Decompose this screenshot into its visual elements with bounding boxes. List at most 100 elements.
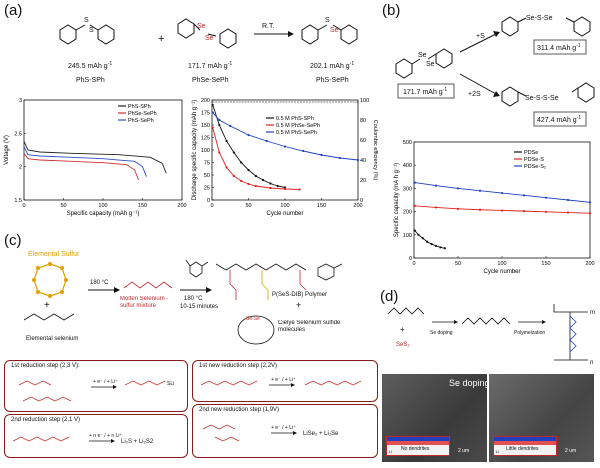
arrow-head (288, 31, 294, 37)
voltage-chart-svg: 0 50 100 150 200 1.5 2 2.5 3 Specific capacity (m… (4, 98, 187, 217)
efficiency-point (279, 100, 282, 103)
data-point (413, 204, 416, 207)
capacity-phs-seph: 202.1 mAh g (310, 63, 350, 70)
data-point (544, 210, 548, 213)
efficiency-point (235, 100, 238, 103)
efficiency-point (259, 100, 262, 103)
plot-frame (23, 99, 183, 201)
data-point (240, 161, 243, 164)
efficiency-point (335, 100, 338, 103)
data-point (430, 242, 433, 246)
y-tick-label: 150 (201, 123, 210, 129)
molecule-pdse-s2 (501, 82, 595, 107)
polymer-backbone (553, 304, 588, 361)
step-4-products: LiSe₂ + Li₂Se (303, 431, 339, 437)
start-capacity: 171.7 mAh g (403, 89, 443, 96)
series-line (212, 127, 300, 190)
step-1-svg: + e⁻ / + Li⁺ SLi (18, 379, 174, 402)
elemental-selenium-label: Elemental selenium (26, 336, 78, 342)
efficiency-point (302, 100, 305, 103)
panel-a-cycling-chart: 0 50 100 150 200 0 25 50 75 100 125 150 175 200 0 20 40 6… (188, 92, 380, 222)
data-point (225, 166, 228, 169)
x-tick-label: 50 (455, 261, 461, 267)
svg-text:311.4 mAh g-1: 311.4 mAh g-1 (537, 43, 581, 52)
data-point (413, 181, 416, 184)
svg-text:171.7 mAh g-1: 171.7 mAh g-1 (403, 87, 447, 96)
efficiency-point (241, 100, 244, 103)
x-tick-label: 0 (22, 203, 25, 209)
diallyl-chain (387, 307, 425, 315)
data-point (247, 182, 250, 186)
series-line (23, 153, 139, 181)
y-tick-label: 50 (204, 173, 210, 179)
data-point (338, 156, 341, 160)
li-label: Li (496, 449, 500, 454)
data-point (302, 149, 305, 153)
name-phs-sph: PhS-SPh (76, 77, 105, 84)
plot-frame (211, 99, 359, 201)
panel-label-b: (b) (382, 2, 401, 19)
y-axis-label: Specific capacity (mA h g⁻¹) (394, 163, 400, 237)
step-2-svg: + e⁻ / + Li⁺ (200, 377, 362, 387)
plot-frame (413, 141, 591, 259)
series-line (23, 141, 167, 174)
y-tick-label: 0 (207, 198, 210, 204)
data-point (434, 206, 438, 209)
legend-entry: PDSe (524, 150, 538, 156)
y-tick-label: 200 (403, 210, 412, 216)
polymerization-label: Polymeization (514, 330, 545, 336)
step-3-eq: + n e⁻ / + n Li⁺ (89, 433, 122, 439)
x-tick-label: 50 (60, 203, 66, 209)
y-tick-label: 25 (204, 186, 210, 192)
data-point (218, 118, 221, 122)
name-phs-seph: PhS-SePh (316, 77, 349, 84)
data-point (247, 168, 250, 172)
scale-bar-left: 2 um (458, 448, 470, 454)
polymer-label: P(SeS-DIB) Polymer (272, 292, 327, 298)
condition-label: R.T. (262, 23, 275, 30)
data-point (211, 111, 214, 114)
x-tick-label: 0 (412, 261, 415, 267)
efficiency-point (221, 100, 224, 103)
data-point (413, 229, 416, 232)
efficiency-point (308, 100, 311, 103)
data-point (544, 196, 548, 199)
molecule-pdse (395, 48, 453, 79)
step-3-svg: + n e⁻ / + n Li⁺ Li₂S + Li₂S2 (12, 433, 154, 445)
subscript-n: n (590, 360, 593, 366)
molecule-phs-sph (59, 24, 115, 45)
cyclic-ring (237, 315, 275, 345)
efficiency-point (355, 100, 358, 103)
legend-entry: PDSe-S₂ (524, 164, 546, 170)
name-phse-seph: PhSe-SePh (192, 77, 229, 84)
efficiency-point (294, 100, 297, 103)
atom-s: S (84, 17, 89, 24)
synthesis-svg: Elemental Sulfur + Elemental selenium 18… (23, 251, 343, 345)
x-tick-label: 100 (497, 261, 506, 267)
data-point (588, 212, 592, 215)
atom-se: Se (205, 35, 214, 42)
efficiency-point (227, 100, 230, 103)
efficiency-point (276, 100, 279, 103)
data-point (356, 158, 360, 162)
data-point (522, 194, 526, 197)
scale-bar-right: 2 um (565, 448, 577, 454)
efficiency-point (338, 100, 341, 103)
data-point (522, 210, 526, 213)
x-tick-label: 200 (585, 261, 594, 267)
efficiency-point (311, 100, 314, 103)
reaction-scheme-svg: S S + Se Se R.T. S Se 245.5 mAh g-1 PhS-… (59, 17, 358, 84)
no-dendrites-label: No dendrites (401, 446, 430, 452)
y-tick-label: 1.5 (14, 198, 22, 204)
data-point (232, 174, 235, 178)
little-dendrites-label: Little dendrites (506, 446, 539, 452)
data-point (254, 184, 257, 188)
legend-entry: 0.5 M PhS-SePh (276, 130, 317, 136)
plus-sign: + (44, 300, 50, 311)
data-point (456, 207, 460, 210)
x-axis-label: Cycle number (483, 269, 520, 275)
efficiency-point (215, 100, 218, 103)
data-point (421, 237, 424, 240)
step-box-2: 1st new reduction step (2,2V) + e⁻ / + L… (192, 360, 378, 402)
y-tick-label: 200 (201, 98, 210, 104)
